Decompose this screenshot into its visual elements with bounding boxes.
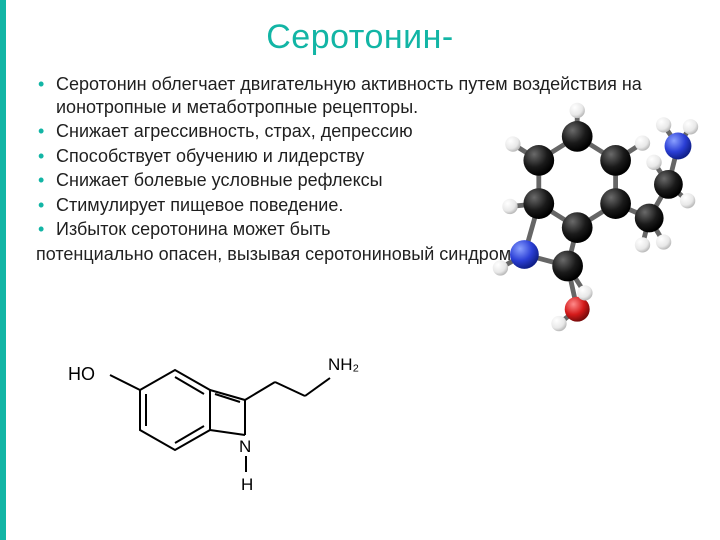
chem-label-nh2: NH₂ [328,355,359,374]
page-title: Серотонин- [0,0,720,67]
accent-bar [0,0,6,540]
chem-label-n: N [239,437,251,456]
molecule-3d-diagram [462,88,702,348]
chem-label-h: H [241,475,253,494]
chem-label-ho: HO [68,364,95,384]
chemical-structure-2d: HO NH₂ N H [60,340,360,510]
